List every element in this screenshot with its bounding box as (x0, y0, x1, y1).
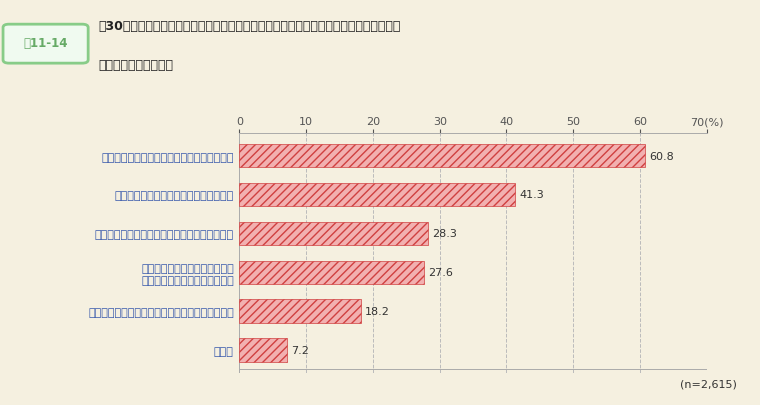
Text: 28.3: 28.3 (432, 229, 458, 239)
Text: (n=2,615): (n=2,615) (680, 379, 737, 389)
Bar (239, 261, 423, 284)
Text: 7.2: 7.2 (292, 345, 309, 355)
Text: 27.6: 27.6 (428, 268, 452, 277)
Bar (239, 145, 645, 168)
Text: 60.8: 60.8 (649, 151, 674, 161)
Bar (239, 300, 361, 323)
Text: 【30代職員調査】（図１１－１３で「ある」と回答した者に対し）指導を躊躇した理由: 【30代職員調査】（図１１－１３で「ある」と回答した者に対し）指導を躊躇した理由 (99, 20, 401, 33)
Text: 図11-14: 図11-14 (24, 37, 68, 50)
Text: （いくつでも回答可）: （いくつでも回答可） (99, 59, 174, 72)
Bar (239, 339, 287, 362)
Text: 41.3: 41.3 (519, 190, 544, 200)
Bar (239, 183, 515, 207)
Bar (239, 222, 429, 245)
FancyBboxPatch shape (3, 25, 88, 64)
Text: 18.2: 18.2 (365, 306, 390, 316)
